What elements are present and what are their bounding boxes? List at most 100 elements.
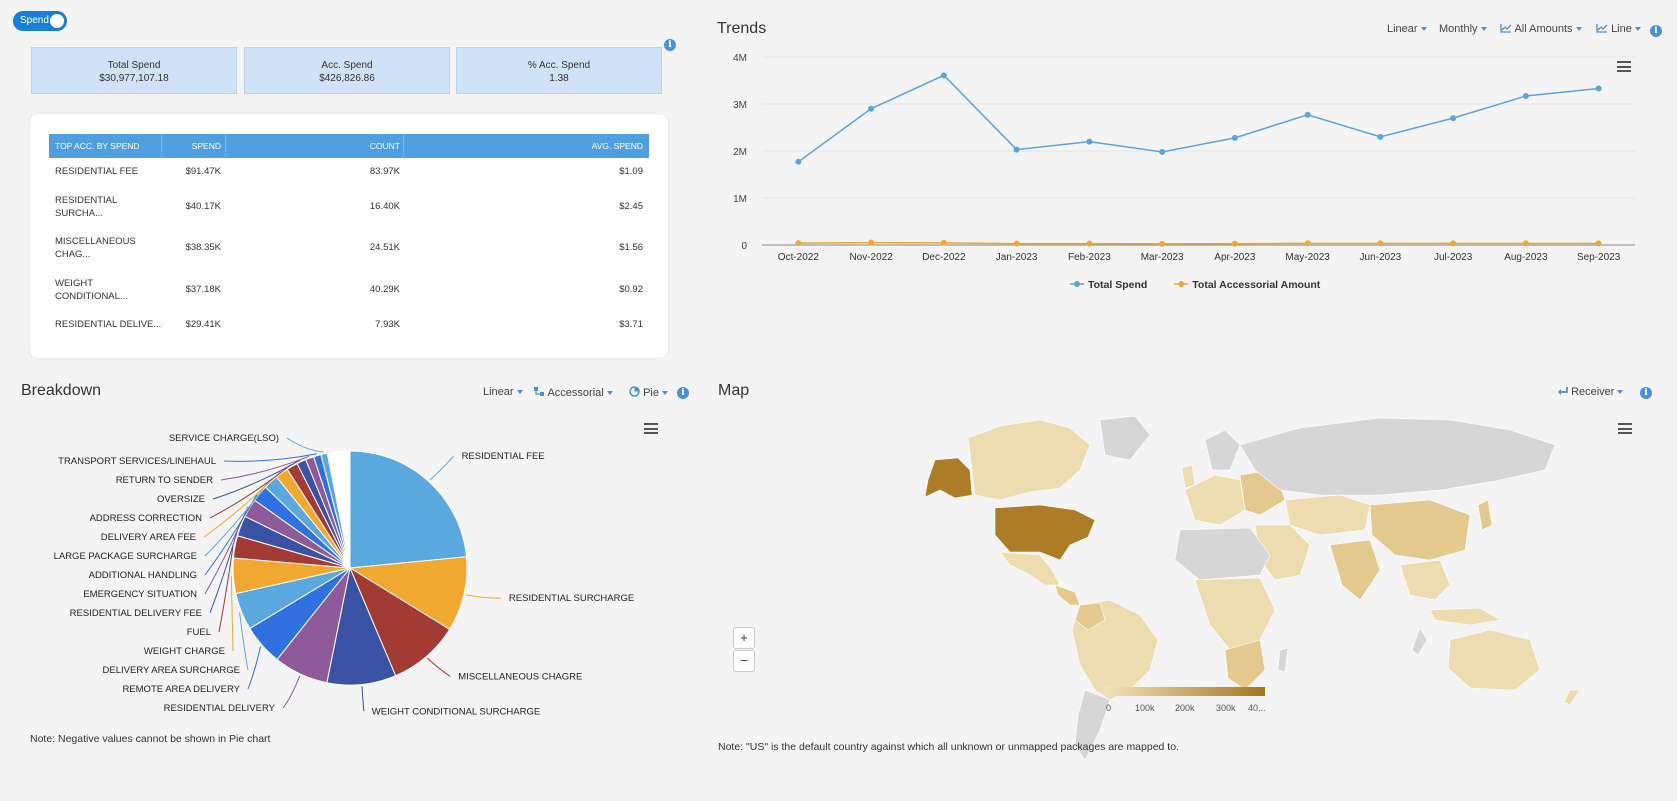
connector-line: [465, 594, 501, 599]
table-row[interactable]: RESIDENTIAL SURCHA... $40.17K 16.40K $2.…: [49, 194, 649, 224]
legend-marker: [1178, 281, 1185, 287]
dropdown-label: Line: [1611, 23, 1632, 35]
map-info-icon[interactable]: i: [1640, 387, 1652, 399]
chevron-down-icon: [1575, 27, 1582, 32]
country-nz-south: [1563, 689, 1581, 706]
pie-slice: [348, 566, 451, 677]
table-row[interactable]: MISCELLANEOUS CHAG... $38.35K 24.51K $1.…: [49, 235, 649, 265]
country-colombia: [1074, 602, 1106, 631]
connector-line: [247, 646, 262, 690]
country-alaska-us: [924, 457, 973, 499]
trends-scale-dropdown[interactable]: Linear: [1387, 23, 1427, 35]
x-tick-label: Oct-2022: [778, 252, 820, 263]
kpi-info-icon[interactable]: i: [664, 39, 676, 51]
pie-label: EMERGENCY SITUATION: [83, 589, 197, 600]
x-tick-label: Jul-2023: [1434, 252, 1473, 263]
pie-label: ADDITIONAL HANDLING: [89, 570, 197, 581]
data-point: [1595, 240, 1602, 247]
legend-tick: 40...: [1248, 703, 1266, 713]
map-menu-icon[interactable]: [1618, 423, 1632, 434]
data-point: [1304, 240, 1311, 247]
country-indonesia: [1429, 607, 1501, 626]
cell-spend: $91.47K: [185, 166, 221, 177]
hierarchy-icon: [534, 387, 544, 396]
pie-label: WEIGHT CONDITIONAL SURCHARGE: [372, 706, 540, 717]
table-row[interactable]: RESIDENTIAL DELIVE... $29.41K 7.93K $3.7…: [49, 319, 649, 335]
kpi-value: $426,826.86: [319, 73, 375, 84]
header-spend[interactable]: SPEND: [191, 141, 221, 151]
top-accessorial-table: TOP ACC. BY SPEND SPEND COUNT AVG. SPEND…: [30, 114, 668, 358]
header-divider: [225, 134, 226, 158]
map-group-dropdown[interactable]: Receiver: [1557, 386, 1624, 398]
legend-label: Total Spend: [1088, 279, 1147, 291]
connector-line: [286, 437, 324, 453]
map-countries[interactable]: [924, 415, 1581, 761]
trends-amounts-dropdown[interactable]: All Amounts: [1500, 23, 1582, 35]
breakdown-chart-type-dropdown[interactable]: Pie: [629, 386, 668, 399]
country-mexico: [999, 551, 1061, 586]
data-point: [1450, 240, 1457, 247]
spend-toggle-label: Spend: [20, 15, 49, 26]
country-southeast-asia: [1399, 559, 1451, 601]
return-arrow-icon: [1558, 387, 1568, 395]
header-count[interactable]: COUNT: [369, 141, 400, 151]
pie-label: RETURN TO SENDER: [116, 475, 213, 486]
breakdown-info-icon[interactable]: i: [677, 387, 689, 399]
chevron-down-icon: [516, 390, 523, 395]
zoom-out-button[interactable]: −: [733, 650, 755, 672]
kpi-label: Total Spend: [107, 60, 161, 71]
connector-line: [218, 546, 234, 633]
header-name[interactable]: TOP ACC. BY SPEND: [55, 141, 140, 151]
cell-avg: $0.92: [619, 284, 643, 295]
map-title: Map: [718, 382, 750, 399]
cell-spend: $29.41K: [185, 319, 221, 330]
pie-label: LARGE PACKAGE SURCHARGE: [54, 551, 197, 562]
header-avg-spend[interactable]: AVG. SPEND: [591, 141, 643, 151]
zoom-in-button[interactable]: +: [733, 627, 755, 649]
x-tick-label: Jan-2023: [996, 252, 1038, 263]
connector-line: [220, 455, 310, 481]
header-divider: [161, 134, 162, 158]
dropdown-label: Linear: [1387, 23, 1418, 35]
trends-chart-type-dropdown[interactable]: Line: [1596, 23, 1641, 35]
table-row[interactable]: WEIGHT CONDITIONAL... $37.18K 40.29K $0.…: [49, 277, 649, 307]
breakdown-menu-icon[interactable]: [644, 423, 658, 434]
dropdown-label: Receiver: [1571, 386, 1615, 398]
pie-label: RESIDENTIAL SURCHARGE: [509, 593, 634, 604]
cell-spend: $37.18K: [185, 284, 221, 295]
breakdown-group-dropdown[interactable]: Accessorial: [533, 386, 613, 399]
legend-label: Total Accessorial Amount: [1192, 279, 1320, 291]
kpi-label: % Acc. Spend: [527, 60, 591, 71]
pie-chart-icon: [629, 386, 640, 397]
breakdown-scale-dropdown[interactable]: Linear: [483, 386, 523, 398]
x-tick-label: Dec-2022: [922, 252, 966, 263]
country-central-africa: [1194, 577, 1276, 651]
trends-period-dropdown[interactable]: Monthly: [1439, 23, 1487, 35]
legend-tick: 200k: [1175, 703, 1195, 713]
x-tick-label: Nov-2022: [849, 252, 893, 263]
cell-avg: $2.45: [619, 201, 643, 212]
kpi-acc-spend: Acc. Spend $426,826.86: [244, 47, 450, 94]
dropdown-label: Pie: [643, 387, 659, 399]
country-north-africa: [1174, 527, 1271, 581]
legend-gradient-bar: [1104, 687, 1265, 696]
pie-label: DELIVERY AREA SURCHARGE: [103, 665, 240, 676]
spend-toggle[interactable]: Spend: [13, 11, 67, 31]
x-tick-label: Jun-2023: [1360, 252, 1402, 263]
table-row[interactable]: RESIDENTIAL FEE $91.47K 83.97K $1.09: [49, 166, 649, 190]
data-point: [1013, 240, 1020, 247]
pie-label: RESIDENTIAL DELIVERY: [164, 703, 276, 714]
cell-name: MISCELLANEOUS CHAG...: [55, 236, 136, 260]
cell-count: 16.40K: [369, 201, 400, 212]
y-tick-label: 2M: [733, 147, 747, 158]
pie-slice: [349, 450, 468, 569]
trends-menu-icon[interactable]: [1617, 61, 1631, 72]
cell-count: 40.29K: [369, 284, 400, 295]
country-japan: [1477, 499, 1493, 531]
chevron-down-icon: [606, 391, 613, 396]
trends-info-icon[interactable]: i: [1650, 25, 1662, 37]
cell-name: RESIDENTIAL SURCHA...: [55, 195, 117, 219]
connector-line: [239, 612, 249, 671]
kpi-label: Acc. Spend: [321, 60, 373, 71]
cell-name: RESIDENTIAL FEE: [55, 166, 139, 177]
